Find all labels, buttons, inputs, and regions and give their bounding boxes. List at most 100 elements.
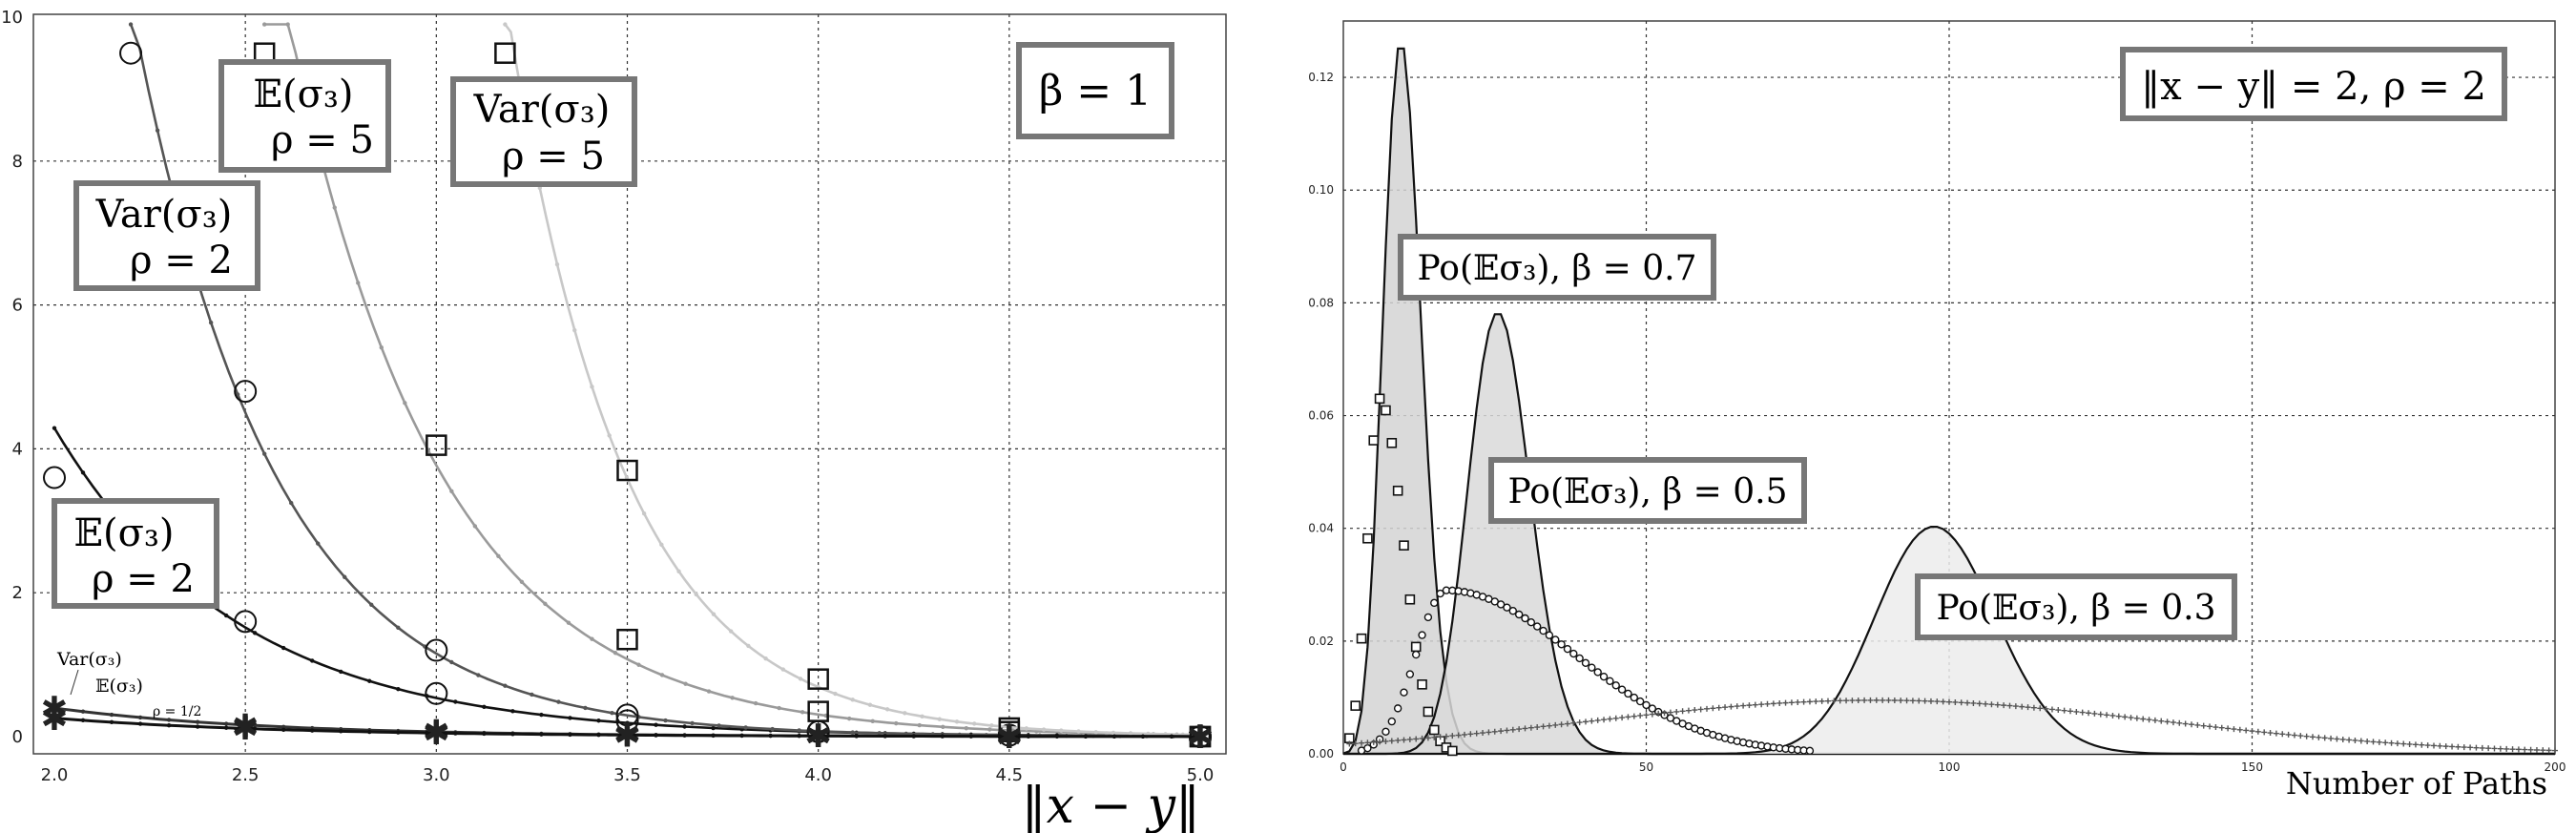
left-series-dot	[332, 205, 337, 210]
left-marker-circle	[425, 638, 448, 662]
left-series-dot	[223, 613, 229, 618]
left-marker-circle	[234, 380, 258, 404]
right-marker-plus	[2128, 715, 2134, 721]
left-series-dot	[339, 669, 343, 675]
left-series-dot	[1111, 734, 1117, 739]
right-marker-plus	[1976, 700, 1983, 707]
right-marker-plus	[1673, 708, 1680, 715]
left-series-dot	[367, 729, 372, 735]
left-series-dot	[717, 723, 721, 728]
left-marker-star: ✱	[41, 700, 69, 739]
left-series-dot	[503, 22, 508, 27]
right-marker-plus	[1764, 700, 1771, 707]
right-marker-plus	[2424, 742, 2431, 749]
right-marker-plus	[2043, 705, 2049, 712]
left-marker-circle	[43, 466, 66, 489]
right-marker-plus	[1813, 698, 1819, 705]
right-marker-plus	[2442, 743, 2449, 750]
right-marker-plus	[2104, 712, 2110, 718]
beta-text: β = 1	[1039, 67, 1152, 115]
right-marker-plus	[1352, 740, 1359, 747]
left-marker-star: ✱	[1187, 718, 1215, 757]
right-marker-plus	[1443, 733, 1449, 739]
right-marker-square	[1350, 700, 1361, 711]
right-chart: 0 50 100 150 200 0.00 0.02 0.04 0.06 0.08 0.10 0.12…	[1308, 20, 2566, 802]
right-marker-circle	[1423, 613, 1433, 622]
small-label-e: 𝔼(σ₃)	[95, 676, 143, 697]
left-series-dot	[746, 643, 751, 649]
left-series-dot	[356, 281, 361, 285]
left-series-dot	[539, 712, 544, 718]
left-series-dot	[743, 725, 748, 730]
right-marker-plus	[1692, 707, 1698, 714]
right-marker-plus	[1413, 736, 1420, 742]
right-marker-plus	[1800, 698, 1807, 705]
norm-rho-text: ‖x − y‖ = 2, ρ = 2	[2141, 65, 2486, 109]
left-y-tick-label: 0	[12, 727, 23, 747]
right-marker-plus	[1806, 698, 1813, 705]
right-marker-plus	[1946, 698, 1952, 705]
right-marker-plus	[2321, 735, 2328, 741]
left-series-dot	[1197, 734, 1203, 739]
left-series-dot	[610, 710, 614, 716]
right-marker-plus	[1782, 699, 1789, 706]
small-label-var: Var(σ₃)	[56, 649, 122, 670]
left-marker-circle	[234, 610, 258, 634]
right-marker-plus	[1715, 704, 1722, 711]
right-marker-plus	[2449, 743, 2456, 750]
right-marker-plus	[2346, 737, 2353, 743]
right-marker-plus	[1867, 697, 1874, 703]
left-series-dot	[539, 732, 544, 737]
right-marker-circle	[1400, 688, 1408, 697]
right-marker-plus	[1704, 705, 1710, 712]
right-marker-plus	[1746, 702, 1753, 709]
label-var-rho2-line1: Var(σ₃)	[95, 193, 233, 237]
right-marker-plus	[1843, 698, 1850, 704]
left-series-dot	[870, 718, 875, 724]
label-e-rho2-line2: ρ = 2	[92, 557, 195, 601]
left-series-dot	[543, 601, 548, 607]
right-grid	[1343, 21, 2555, 754]
right-marker-plus	[2485, 745, 2492, 752]
left-series-dot	[797, 734, 801, 739]
right-y-tick-label: 0.04	[1308, 522, 1334, 535]
right-marker-plus	[2048, 706, 2055, 713]
right-x-tick-label: 200	[2545, 760, 2566, 774]
right-marker-plus	[2400, 740, 2407, 747]
left-series-dot	[261, 451, 267, 456]
left-series-dot	[482, 704, 487, 709]
right-marker-circle	[1508, 607, 1518, 615]
right-marker-circle	[1557, 640, 1566, 649]
label-e-rho5-line2: ρ = 5	[271, 118, 374, 162]
right-marker-plus	[1424, 735, 1431, 741]
left-series-dot	[252, 631, 258, 635]
right-marker-plus	[1419, 735, 1425, 741]
label-var-rho2: Var(σ₃) ρ = 2	[73, 180, 260, 291]
right-marker-plus	[2170, 719, 2176, 726]
left-series-dot	[568, 716, 572, 720]
left-series-dot	[166, 722, 172, 728]
left-series-dot	[1054, 734, 1060, 739]
right-marker-circle	[1387, 717, 1397, 726]
right-marker-plus	[2339, 736, 2346, 742]
left-series-dot	[797, 728, 801, 733]
right-marker-circle	[1569, 649, 1578, 658]
left-marker-star: ✱	[41, 690, 69, 728]
left-series-dot	[823, 729, 828, 734]
right-marker-plus	[2370, 739, 2377, 745]
right-marker-plus	[2086, 710, 2092, 717]
left-marker-square	[807, 668, 829, 690]
right-marker-plus	[2146, 717, 2152, 723]
right-marker-plus	[2091, 710, 2098, 717]
right-marker-square	[1374, 393, 1385, 405]
label-var-rho5-line1: Var(σ₃)	[473, 88, 611, 132]
right-marker-circle	[1532, 622, 1542, 631]
right-marker-plus	[2067, 708, 2073, 715]
left-series-dot	[850, 698, 855, 702]
left-marker-circle	[425, 681, 448, 705]
right-marker-plus	[1498, 728, 1505, 735]
left-series-dot	[530, 692, 534, 698]
right-marker-circle	[1503, 603, 1511, 612]
right-x-axis-label: Number of Paths	[2286, 765, 2547, 802]
